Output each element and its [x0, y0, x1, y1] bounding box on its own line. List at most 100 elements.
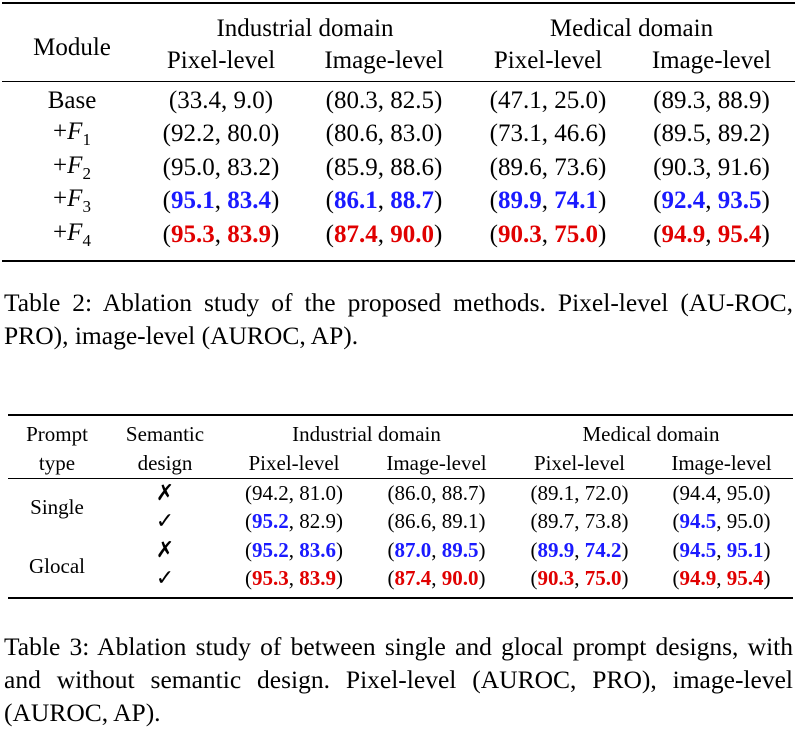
table-cell: (94.5, 95.0)	[672, 509, 771, 534]
metric-value: 88.7	[441, 480, 479, 505]
sub-header: Pixel-level	[248, 450, 340, 475]
table-cell: (87.4, 90.0)	[300, 218, 468, 262]
metric-value: 73.8	[584, 509, 622, 534]
check-icon: ✓	[155, 509, 175, 535]
metric-value: 86.6	[394, 509, 432, 534]
metric-value: 83.9	[227, 220, 271, 248]
metric-value: 89.9	[498, 187, 542, 215]
metric-value: 90.0	[390, 220, 434, 248]
table-cell: (90.3, 91.6)	[653, 153, 770, 181]
table-row: +F4 (95.3, 83.9) (87.4, 90.0) (90.3, 75.0)(…	[2, 218, 795, 262]
prompt-type-label: Single	[8, 478, 106, 536]
table-cell: (86.1, 88.7)	[325, 187, 443, 215]
table-cell: (94.9, 95.4)	[650, 564, 793, 599]
table-cell: (92.4, 93.5)	[653, 187, 770, 215]
metric-value: 72.0	[584, 480, 622, 505]
sub-header: Pixel-level	[166, 47, 276, 74]
table-cell: (92.2, 80.0)	[162, 120, 280, 148]
metric-value: 83.9	[299, 566, 336, 591]
module-header: Module	[2, 2, 142, 82]
table-cell: (94.4, 95.0)	[650, 478, 793, 508]
table-cell: (89.3, 88.9)	[628, 81, 795, 118]
prompt-type-label: Glocal	[8, 536, 106, 599]
table-cell: (80.3, 82.5)	[300, 81, 468, 118]
metric-value: 92.4	[661, 187, 706, 215]
table-cell: (95.0, 83.2)	[162, 153, 280, 181]
metric-value: 83.4	[227, 187, 271, 215]
table-cell: (94.9, 95.4)	[628, 218, 795, 262]
medical-domain-header: Medical domain	[468, 2, 795, 44]
table-cell: (47.1, 25.0)	[468, 81, 628, 118]
table-cell: (89.9, 74.1)	[489, 187, 607, 215]
table-row: ✓ (95.2, 82.9) (86.6, 89.1) (89.7, 73.8) (94…	[8, 508, 793, 537]
metric-value: 95.1	[171, 187, 215, 215]
table-row: ✓ (95.3, 83.9) (87.4, 90.0) (90.3, 75.0) (94…	[8, 564, 793, 599]
table-cell: (33.4, 9.0)	[142, 81, 300, 118]
table-row: Base (33.4, 9.0) (80.3, 82.5) (47.1, 25.0)(…	[2, 81, 795, 118]
metric-value: 82.9	[299, 509, 336, 534]
metric-value: 95.0	[726, 509, 764, 534]
metric-value: 95.0	[726, 480, 764, 505]
table-cell: (87.0, 89.5)	[387, 537, 486, 562]
metric-value: 95.2	[252, 509, 289, 534]
metric-value: 95.3	[171, 220, 215, 248]
table-cell: (95.3, 83.9)	[142, 218, 300, 262]
table-cell: (87.4, 90.0)	[364, 564, 509, 599]
industrial-domain-header: Industrial domain	[142, 2, 468, 44]
metric-value: 94.9	[679, 566, 717, 591]
metric-value: 94.2	[252, 480, 289, 505]
table-cell: (80.6, 83.0)	[325, 120, 443, 148]
module-label: +F2	[53, 151, 91, 183]
table-row: +F2 (95.0, 83.2) (85.9, 88.6) (89.6, 73.6) (…	[2, 151, 795, 185]
table-3-caption: Table 3: Ablation study of between singl…	[4, 632, 793, 727]
cross-icon: ✗	[155, 537, 175, 563]
table-cell: (86.0, 88.7)	[364, 478, 509, 508]
metric-value: 94.4	[679, 480, 717, 505]
metric-value: 75.0	[554, 220, 598, 248]
metric-value: 90.3	[498, 220, 542, 248]
table-cell: (94.2, 81.0)	[224, 478, 364, 508]
metric-value: 94.5	[679, 509, 717, 534]
metric-value: 83.6	[299, 537, 336, 562]
metric-value: 95.2	[252, 537, 289, 562]
prompt-header: Prompt	[8, 414, 106, 448]
sub-header: Pixel-level	[534, 450, 625, 475]
metric-value: 95.3	[252, 566, 289, 591]
metric-value: 87.4	[394, 566, 432, 591]
cross-icon: ✗	[106, 478, 224, 508]
check-icon: ✓	[106, 564, 224, 599]
table-row: +F1 (92.2, 80.0) (80.6, 83.0) (73.1, 46.6) (…	[2, 118, 795, 152]
metric-value: 86.1	[334, 187, 378, 215]
table-2: Module Industrial domain Medical domain …	[2, 2, 795, 262]
table-cell: (85.9, 88.6)	[325, 153, 443, 181]
table-cell: (73.1, 46.6)	[489, 120, 607, 148]
metric-value: 75.0	[584, 566, 622, 591]
metric-value: 86.0	[394, 480, 432, 505]
metric-value: 89.1	[441, 509, 479, 534]
sub-header: Image-level	[386, 450, 487, 475]
metric-value: 95.4	[726, 566, 764, 591]
semantic-header: Semantic	[106, 414, 224, 448]
module-label: +F1	[53, 118, 91, 150]
metric-value: 89.7	[537, 509, 575, 534]
metric-value: 94.9	[661, 220, 706, 248]
module-label: +F3	[53, 185, 91, 217]
table-cell: (89.1, 72.0)	[509, 478, 650, 508]
table-cell: (86.6, 89.1)	[387, 509, 486, 534]
metric-value: 89.9	[537, 537, 575, 562]
sub-header: Pixel-level	[493, 47, 603, 74]
sub-header: Image-level	[671, 450, 772, 475]
metric-value: 74.1	[554, 187, 598, 215]
table-cell: (95.2, 82.9)	[245, 509, 343, 534]
table-row: Single ✗ (94.2, 81.0) (86.0, 88.7) (89.1, 72…	[8, 478, 793, 536]
metric-value: 87.0	[394, 537, 432, 562]
table-cell: (90.3, 75.0)	[509, 564, 650, 599]
metric-value: 88.7	[390, 187, 434, 215]
table-row: +F3 (95.1, 83.4) (86.1, 88.7) (89.9, 74.1) (…	[2, 185, 795, 219]
table-cell: (95.3, 83.9)	[224, 564, 364, 599]
table-cell: (95.2, 83.6)	[245, 537, 343, 562]
table-row: Glocal ✗ (95.2, 83.6) (87.0, 89.5) (89.9, 74…	[8, 536, 793, 599]
metric-value: 89.5	[441, 537, 479, 562]
metric-value: 74.2	[584, 537, 622, 562]
metric-value: 81.0	[299, 480, 336, 505]
